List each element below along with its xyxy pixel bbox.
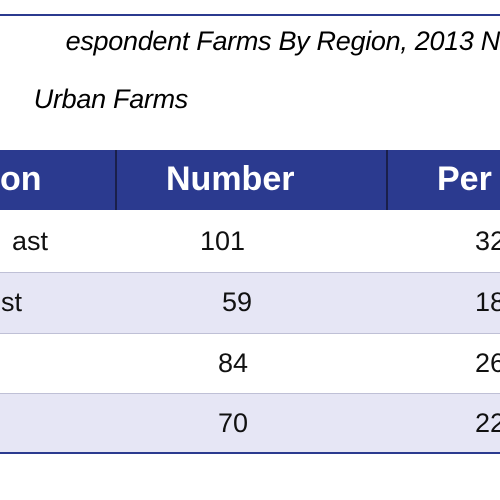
- table-header-row: [0, 150, 500, 210]
- table-row: 70 22: [0, 394, 500, 454]
- cell-number: 84: [218, 348, 249, 378]
- cell-number: 70: [218, 408, 249, 438]
- header-column-divider: [115, 150, 117, 210]
- row-divider: [0, 333, 500, 334]
- cell-region: st: [0, 287, 22, 317]
- table-row: st 59 18: [0, 273, 500, 333]
- bottom-rule: [0, 452, 500, 454]
- table-title: espondent Farms By Region, 2013 N: [65, 26, 500, 56]
- cell-percent: 32: [475, 226, 500, 256]
- table-row: 84 26: [0, 334, 500, 394]
- top-rule: [0, 14, 500, 16]
- row-divider: [0, 393, 500, 394]
- cell-number: 101: [200, 226, 246, 256]
- table-row: ast 101 32: [0, 212, 500, 272]
- cell-percent: 26: [475, 348, 500, 378]
- cell-percent: 18: [475, 287, 500, 317]
- header-percent: Per: [437, 160, 492, 198]
- header-region: on: [0, 160, 42, 198]
- header-number: Number: [166, 160, 295, 198]
- cell-percent: 22: [475, 408, 500, 438]
- row-divider: [0, 272, 500, 273]
- cell-region: ast: [11, 226, 48, 256]
- cell-number: 59: [222, 287, 253, 317]
- table-subtitle: Urban Farms: [33, 84, 189, 114]
- header-column-divider: [386, 150, 388, 210]
